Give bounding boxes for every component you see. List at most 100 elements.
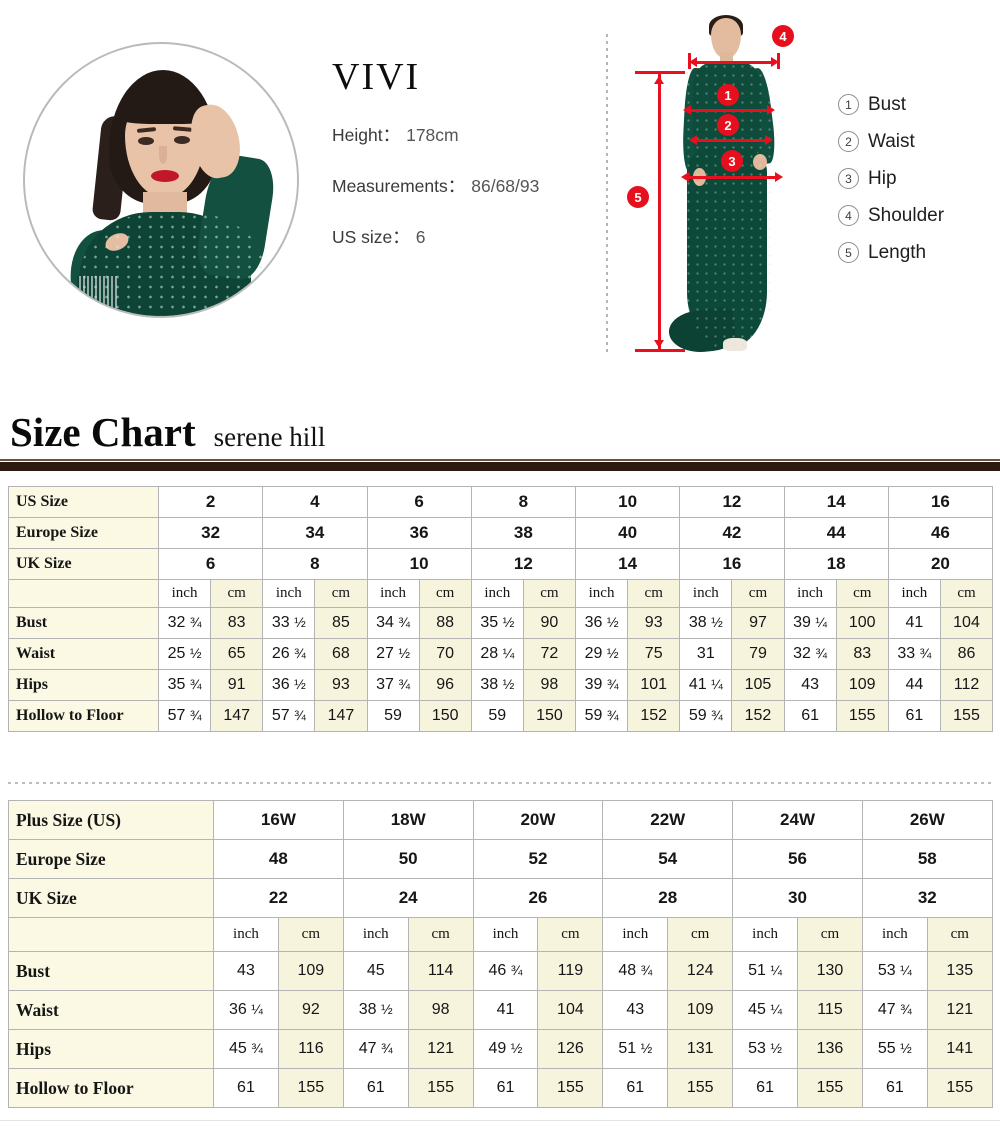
shoulder-line (697, 61, 771, 64)
cell-bust-inch-2: 34 ¾ (366, 607, 420, 639)
row-label-units-blank (8, 579, 159, 608)
cell-bust-cm-6: 100 (835, 607, 889, 639)
cell-hips-inch-5: 55 ½ (861, 1029, 928, 1069)
table-row: UK Size 6 8 10 12 14 16 18 20 (8, 548, 994, 580)
cell-waist-inch-2: 27 ½ (366, 638, 420, 670)
cell-hips-inch-2: 49 ½ (472, 1029, 539, 1069)
cell-bust-inch-0: 32 ¾ (157, 607, 212, 639)
cell-europe-size-2: 52 (472, 839, 604, 879)
cell-waist-cm-6: 83 (835, 638, 889, 670)
shoulder-arrow-left (689, 57, 697, 67)
cell-uk-size-0: 6 (157, 548, 264, 580)
measurement-legend: 1 Bust 2 Waist 3 Hip 4 Shoulder 5 Length (838, 86, 944, 271)
table-row-units: inch cm inch cm inch cm inch cm inch cm inch cm (8, 917, 993, 952)
cell-hollow-to-floor-cm-1: 155 (407, 1068, 474, 1108)
cell-hips-inch-1: 36 ½ (262, 669, 316, 701)
cell-waist-cm-3: 72 (522, 638, 577, 670)
cell-europe-size-5: 42 (679, 517, 785, 549)
waist-arrow-left (689, 135, 697, 145)
row-label-waist: Waist (8, 990, 214, 1030)
cell-hips-cm-4: 136 (797, 1029, 863, 1069)
cell-waist-inch-6: 32 ¾ (783, 638, 837, 670)
cell-europe-size-7: 46 (887, 517, 994, 549)
cell-uk-size-3: 28 (602, 878, 734, 918)
cell-hips-cm-4: 101 (627, 669, 681, 701)
unit-header-cm-2: cm (418, 579, 472, 608)
title-rule-thick (0, 462, 1000, 471)
figure-hand-right (753, 154, 767, 170)
cell-uk-size-7: 20 (887, 548, 994, 580)
cell-waist-cm-1: 98 (407, 990, 474, 1030)
cell-us-size-3: 8 (470, 486, 577, 518)
row-label-us-size: US Size (8, 486, 159, 518)
bust-marker: 1 (717, 84, 739, 106)
waist-marker: 2 (717, 114, 739, 136)
cell-hips-inch-2: 37 ¾ (366, 669, 420, 701)
unit-header-inch-3: inch (470, 579, 524, 608)
table-separator-dots (8, 782, 992, 784)
cell-bust-cm-3: 90 (522, 607, 577, 639)
unit-header-inch-1: inch (262, 579, 316, 608)
unit-header-cm-2: cm (537, 917, 604, 952)
cell-hollow-to-floor-inch-5: 61 (861, 1068, 928, 1108)
cell-bust-cm-2: 119 (537, 951, 604, 991)
cell-uk-size-2: 10 (366, 548, 472, 580)
cell-hips-cm-0: 91 (210, 669, 264, 701)
table-row: Bust 32 ¾ 83 33 ½ 85 34 ¾ 88 35 ½ 90 36 ½ 93 38 ½ 97… (8, 607, 994, 639)
row-label-bust: Bust (8, 607, 159, 639)
cell-hollow-to-floor-cm-2: 155 (537, 1068, 604, 1108)
unit-header-inch-2: inch (366, 579, 420, 608)
cell-hips-cm-0: 116 (277, 1029, 344, 1069)
table-row: Europe Size 32 34 36 38 40 42 44 46 (8, 517, 994, 549)
model-measurements-value: 86/68/93 (471, 176, 540, 196)
cell-hollow-to-floor-inch-5: 59 ¾ (679, 700, 733, 732)
cell-hollow-to-floor-inch-2: 61 (472, 1068, 539, 1108)
row-label-bust: Bust (8, 951, 214, 991)
cell-bust-cm-0: 109 (277, 951, 344, 991)
shoulder-tick-left (688, 53, 691, 69)
table-row: US Size 2 4 6 8 10 12 14 16 (8, 486, 994, 518)
model-measurements-label: Measurements： (332, 176, 466, 196)
bust-arrow-right (767, 105, 775, 115)
cell-us-size-4: 24W (732, 800, 863, 840)
row-label-hollow-to-floor: Hollow to Floor (8, 700, 159, 732)
length-marker: 5 (627, 186, 649, 208)
cell-hips-cm-5: 105 (731, 669, 785, 701)
legend-item-shoulder: 4 Shoulder (838, 197, 944, 234)
cell-bust-inch-4: 51 ¼ (732, 951, 799, 991)
legend-label-shoulder: Shoulder (868, 204, 945, 226)
cell-hollow-to-floor-inch-4: 59 ¾ (574, 700, 629, 732)
row-label-hips: Hips (8, 669, 159, 701)
cell-hips-inch-4: 53 ½ (732, 1029, 799, 1069)
unit-header-inch-7: inch (887, 579, 941, 608)
cell-us-size-7: 16 (887, 486, 994, 518)
bust-arrow-left (683, 105, 691, 115)
row-label-europe-size: Europe Size (8, 517, 159, 549)
size-chart-heading: Size Chart (10, 409, 196, 455)
model-portrait-circle (23, 42, 299, 318)
brand-name: serene hill (213, 422, 326, 452)
shoulder-marker: 4 (772, 25, 794, 47)
standard-size-table: US Size 2 4 6 8 10 12 14 16 Europe Size 32 34 36 38 40… (8, 486, 994, 732)
cell-bust-cm-3: 124 (667, 951, 734, 991)
cell-bust-cm-4: 93 (627, 607, 681, 639)
cell-hips-inch-6: 43 (783, 669, 837, 701)
cell-waist-inch-3: 28 ¼ (470, 638, 524, 670)
cell-europe-size-6: 44 (783, 517, 889, 549)
hip-arrow-right (775, 172, 783, 182)
cell-us-size-4: 10 (574, 486, 681, 518)
cell-europe-size-0: 48 (213, 839, 344, 879)
cell-waist-inch-1: 38 ½ (342, 990, 409, 1030)
unit-header-inch-1: inch (342, 917, 409, 952)
cell-europe-size-1: 34 (262, 517, 368, 549)
table-row: Hollow to Floor 57 ¾ 147 57 ¾ 147 59 150 59 150 5… (8, 700, 994, 732)
cell-uk-size-3: 12 (470, 548, 577, 580)
cell-hollow-to-floor-inch-7: 61 (887, 700, 941, 732)
table-row: Waist 36 ¼ 92 38 ½ 98 41 104 43 109 45 ¼ 115 47 ¾ 12… (8, 990, 993, 1030)
unit-header-inch-0: inch (213, 917, 279, 952)
model-portrait-image (25, 44, 297, 316)
cell-us-size-2: 20W (472, 800, 604, 840)
eye-left (138, 137, 154, 145)
